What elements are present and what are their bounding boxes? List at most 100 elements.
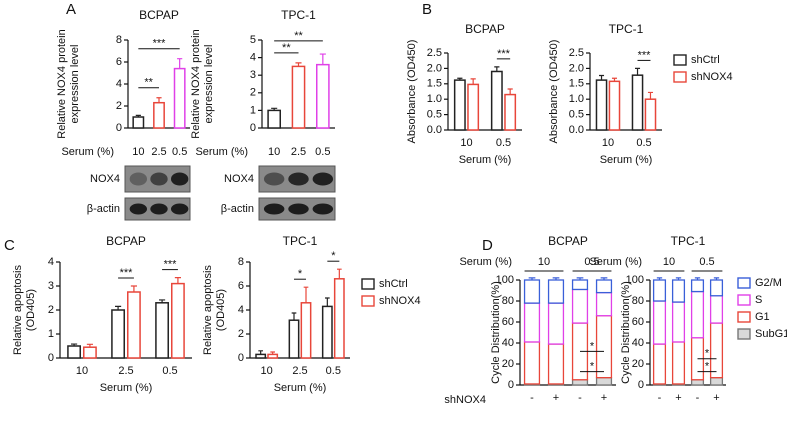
x-tick-label: - — [658, 392, 662, 404]
blot-band — [312, 172, 334, 186]
bar — [490, 70, 503, 131]
blot-band — [288, 172, 309, 186]
blot-label: β-actin — [221, 203, 254, 215]
chart-title: BCPAP — [106, 234, 146, 248]
bar — [288, 319, 300, 359]
significance-label: ** — [294, 30, 303, 42]
y-tick-label: 60 — [632, 316, 644, 328]
bar-segment — [523, 279, 541, 304]
error-bar — [270, 351, 275, 355]
legend-label: shCtrl — [691, 54, 720, 66]
bar — [608, 80, 621, 131]
x-tick-label: 2.5 — [292, 365, 307, 377]
error-bar — [528, 277, 536, 280]
x-tick-label: 2.5 — [151, 146, 166, 158]
y-axis-label: expression level — [69, 45, 81, 124]
x-tick-label: 0.5 — [636, 137, 651, 149]
error-bar — [656, 277, 663, 280]
error-bar — [130, 285, 137, 292]
bar-segment — [547, 302, 565, 345]
group-axis-label: Serum (%) — [459, 256, 512, 268]
significance-label: *** — [120, 267, 134, 279]
error-bar — [494, 66, 500, 72]
y-tick-label: 0 — [116, 122, 122, 134]
group-label: 0.5 — [584, 256, 599, 268]
y-tick-label: 0.0 — [427, 124, 442, 136]
bar-segment — [671, 279, 686, 303]
blot-band — [129, 203, 148, 215]
error-bar — [258, 350, 263, 355]
y-tick-label: 1 — [48, 328, 54, 340]
chart-title: BCPAP — [548, 234, 588, 248]
blot-band — [170, 172, 189, 186]
y-axis-label: (OD405) — [25, 289, 37, 331]
significance-label: * — [298, 268, 303, 280]
x-tick-label: - — [696, 392, 700, 404]
y-axis-label: expression level — [203, 45, 215, 124]
error-bar — [457, 77, 463, 81]
error-bar — [576, 277, 584, 280]
bar — [291, 65, 306, 129]
error-bar — [174, 277, 181, 284]
y-tick-label: 2.0 — [569, 62, 584, 74]
error-bar — [599, 74, 605, 81]
error-bar — [694, 277, 701, 280]
panel-label: D — [482, 237, 493, 254]
legend-label: G2/M — [755, 277, 782, 289]
blot-band — [288, 203, 309, 215]
x-tick-label: 0.5 — [162, 365, 177, 377]
group-label: 0.5 — [699, 256, 714, 268]
bar — [255, 353, 267, 359]
y-tick-label: 0 — [508, 379, 514, 391]
y-tick-label: 3 — [250, 69, 256, 81]
y-axis-label: Cycle Distribution(%) — [490, 281, 502, 384]
y-tick-label: 2 — [48, 304, 54, 316]
bar — [504, 93, 517, 131]
error-bar — [159, 299, 166, 303]
x-tick-label: 0.5 — [315, 146, 330, 158]
bar-segment — [652, 300, 667, 345]
bar-segment — [709, 322, 724, 379]
bar-segment — [523, 302, 541, 343]
x-tick-label: 10 — [76, 365, 88, 377]
y-axis-label: Relative NOX4 protein — [190, 29, 202, 138]
bar — [155, 302, 169, 359]
x-tick-label: 0.5 — [172, 146, 187, 158]
bar-segment — [709, 295, 724, 324]
legend-swatch — [737, 311, 751, 323]
chart-title: TPC-1 — [281, 8, 316, 22]
error-bar — [325, 297, 330, 307]
error-bar — [295, 62, 302, 67]
legend-swatch — [737, 277, 751, 289]
bar-segment — [547, 279, 565, 304]
error-bar — [337, 268, 342, 279]
error-bar — [291, 312, 297, 321]
x-tick-label: + — [713, 392, 719, 404]
bar-segment — [595, 376, 613, 386]
bar — [333, 278, 345, 359]
significance-label: * — [331, 250, 336, 262]
x-axis-label: Serum (%) — [100, 382, 153, 394]
legend-label: shNOX4 — [691, 71, 733, 83]
bar — [644, 98, 657, 131]
bar — [300, 302, 312, 359]
bar-segment — [690, 290, 705, 339]
bar — [127, 291, 141, 359]
blot-label: NOX4 — [224, 173, 254, 185]
y-tick-label: 8 — [116, 34, 122, 46]
legend-label: SubG1 — [755, 328, 787, 340]
y-axis-label: (OD405) — [215, 289, 227, 331]
blot-label: β-actin — [87, 203, 120, 215]
x-tick-label: 0.5 — [496, 137, 511, 149]
legend-swatch — [673, 54, 687, 66]
y-tick-label: 20 — [502, 358, 514, 370]
bar-segment — [709, 376, 724, 386]
bar-segment — [595, 315, 613, 379]
y-tick-label: 8 — [238, 256, 244, 268]
bar — [111, 309, 125, 359]
x-tick-label: - — [530, 392, 534, 404]
bar-segment — [571, 279, 589, 291]
bar-segment — [571, 288, 589, 324]
bar-segment — [547, 343, 565, 385]
